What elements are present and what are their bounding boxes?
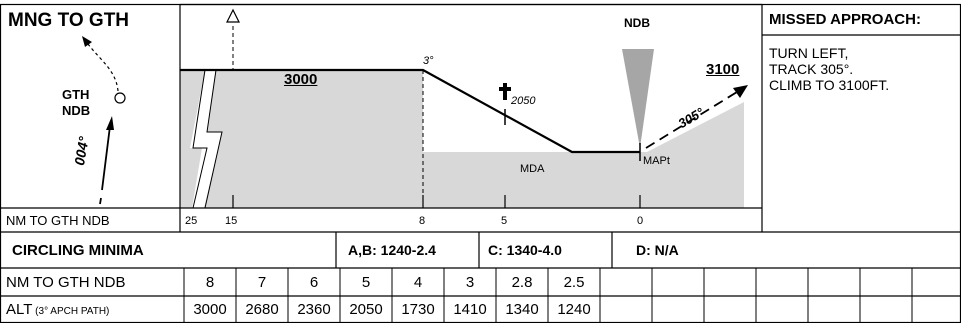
table-distance-cell: 4 bbox=[413, 274, 423, 291]
initial-altitude: 3000 bbox=[284, 71, 318, 88]
table-altitude-label: ALT (3° APCH PATH) bbox=[6, 302, 109, 317]
inbound-track-line bbox=[101, 125, 111, 191]
break-line-left bbox=[192, 69, 208, 209]
table-altitude-cell: 1410 bbox=[453, 301, 487, 318]
table-altitude-label-note: (3° APCH PATH) bbox=[32, 306, 110, 317]
ndb-label: NDB bbox=[624, 16, 650, 30]
ndb-name-line2: NDB bbox=[62, 103, 91, 118]
inbound-arrow-icon bbox=[106, 116, 114, 130]
missed-climb-line bbox=[645, 91, 738, 149]
distance-row-label: NM TO GTH NDB bbox=[6, 213, 110, 228]
table-distance-cell: 6 bbox=[309, 274, 319, 291]
ndb-cone bbox=[622, 49, 654, 148]
ndb-name-line1: GTH bbox=[62, 87, 90, 102]
table-distance-cell: 2.8 bbox=[511, 274, 533, 291]
circling-cat-ab: A,B: 1240-2.4 bbox=[348, 242, 436, 258]
distance-mark-8: 8 bbox=[419, 215, 426, 227]
table-altitude-cell: 2680 bbox=[245, 301, 279, 318]
approach-path bbox=[180, 68, 640, 154]
break-gap bbox=[190, 70, 222, 208]
table-distance-cell: 7 bbox=[257, 274, 267, 291]
break-line-right bbox=[204, 69, 223, 209]
table-altitude-cell: 1730 bbox=[401, 301, 435, 318]
route-title: MNG TO GTH bbox=[8, 10, 130, 31]
distance-mark-15: 15 bbox=[225, 215, 238, 227]
terrain-climb bbox=[647, 102, 744, 208]
table-distance-label: NM TO GTH NDB bbox=[6, 274, 126, 291]
glide-angle: 3° bbox=[423, 55, 434, 67]
table-altitude-cell: 2360 bbox=[297, 301, 331, 318]
mda-label: MDA bbox=[520, 163, 545, 175]
circling-title: CIRCLING MINIMA bbox=[12, 242, 144, 259]
table-altitude-cell: 2050 bbox=[349, 301, 383, 318]
missed-plan-arrow-icon bbox=[82, 36, 92, 47]
distance-mark-0: 0 bbox=[637, 215, 644, 227]
ndb-station-icon bbox=[114, 92, 126, 104]
missed-approach-line-2: TRACK 305°. bbox=[769, 61, 854, 77]
missed-approach-title: MISSED APPROACH: bbox=[769, 11, 921, 28]
missed-approach-line-1: TURN LEFT, bbox=[769, 45, 849, 61]
missed-approach-line-3: CLIMB TO 3100FT. bbox=[769, 77, 890, 93]
missed-arrow-icon bbox=[733, 85, 748, 98]
mapt-label: MAPt bbox=[643, 155, 670, 167]
missed-plan-track bbox=[87, 43, 119, 92]
inbound-track-tail bbox=[99, 197, 102, 205]
table-altitude-label-main: ALT bbox=[6, 301, 33, 318]
table-distance-cell: 2.5 bbox=[563, 274, 585, 291]
circling-cat-d: D: N/A bbox=[636, 242, 679, 258]
obstacle-altitude: 2050 bbox=[511, 95, 536, 107]
missed-altitude: 3100 bbox=[706, 61, 740, 78]
distance-mark-25: 25 bbox=[185, 215, 198, 227]
table-distance-cell: 5 bbox=[361, 274, 371, 291]
table-altitude-cell: 1340 bbox=[505, 301, 539, 318]
obstacle-icon bbox=[499, 83, 511, 100]
table-distance-cell: 3 bbox=[465, 274, 475, 291]
table-altitude-cell: 3000 bbox=[193, 301, 227, 318]
table-altitude-cell: 1240 bbox=[557, 301, 591, 318]
circling-cat-c: C: 1340-4.0 bbox=[488, 242, 562, 258]
waypoint-triangle-icon bbox=[226, 8, 240, 23]
distance-mark-5: 5 bbox=[501, 215, 508, 227]
table-distance-cell: 8 bbox=[205, 274, 215, 291]
